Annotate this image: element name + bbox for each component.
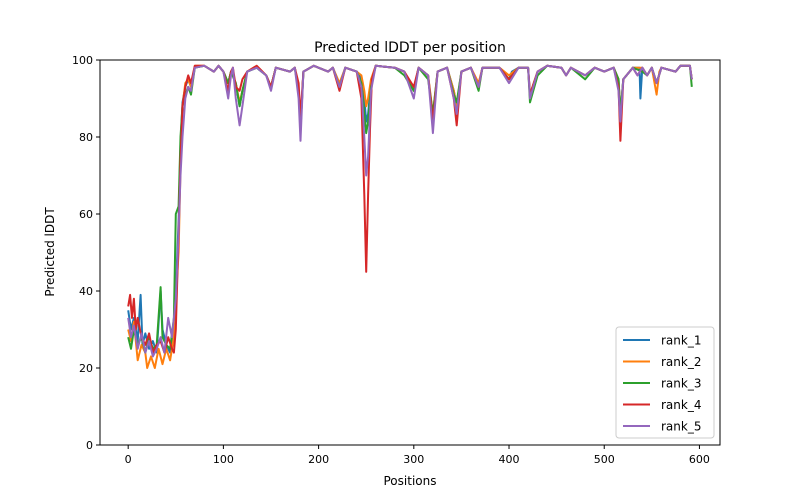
y-tick-label: 100 bbox=[72, 54, 93, 67]
y-tick-label: 20 bbox=[79, 362, 93, 375]
chart-title: Predicted lDDT per position bbox=[314, 40, 506, 56]
plot-frame bbox=[99, 59, 721, 446]
series-line-rank_2 bbox=[127, 64, 693, 369]
y-tick-label: 80 bbox=[79, 131, 93, 144]
legend-label: rank_2 bbox=[661, 355, 701, 369]
series-line-rank_3 bbox=[127, 64, 693, 354]
legend-label: rank_5 bbox=[661, 420, 701, 434]
y-axis-label: Predicted lDDT bbox=[43, 207, 57, 297]
x-tick-label: 200 bbox=[308, 453, 329, 466]
legend-label: rank_4 bbox=[661, 398, 701, 412]
x-tick-label: 600 bbox=[689, 453, 710, 466]
x-tick-label: 400 bbox=[499, 453, 520, 466]
series-lines bbox=[127, 64, 693, 369]
x-tick-label: 500 bbox=[594, 453, 615, 466]
x-axis-ticks: 0 100 200 300 400 500 600 bbox=[125, 445, 710, 466]
x-tick-label: 300 bbox=[403, 453, 424, 466]
series-line-rank_5 bbox=[127, 64, 693, 358]
x-axis-label: Positions bbox=[384, 474, 437, 488]
y-axis-ticks: 0 20 40 60 80 100 bbox=[72, 54, 100, 452]
y-tick-label: 0 bbox=[86, 439, 93, 452]
legend-box bbox=[615, 326, 715, 439]
legend-label: rank_1 bbox=[661, 334, 701, 348]
legend-label: rank_3 bbox=[661, 377, 701, 391]
series-line-rank_1 bbox=[127, 64, 693, 354]
y-tick-label: 40 bbox=[79, 285, 93, 298]
y-tick-label: 60 bbox=[79, 208, 93, 221]
x-tick-label: 100 bbox=[213, 453, 234, 466]
series-line-rank_4 bbox=[127, 64, 693, 354]
legend: rank_1 rank_2 rank_3 rank_4 rank_5 bbox=[615, 326, 715, 439]
x-tick-label: 0 bbox=[125, 453, 132, 466]
